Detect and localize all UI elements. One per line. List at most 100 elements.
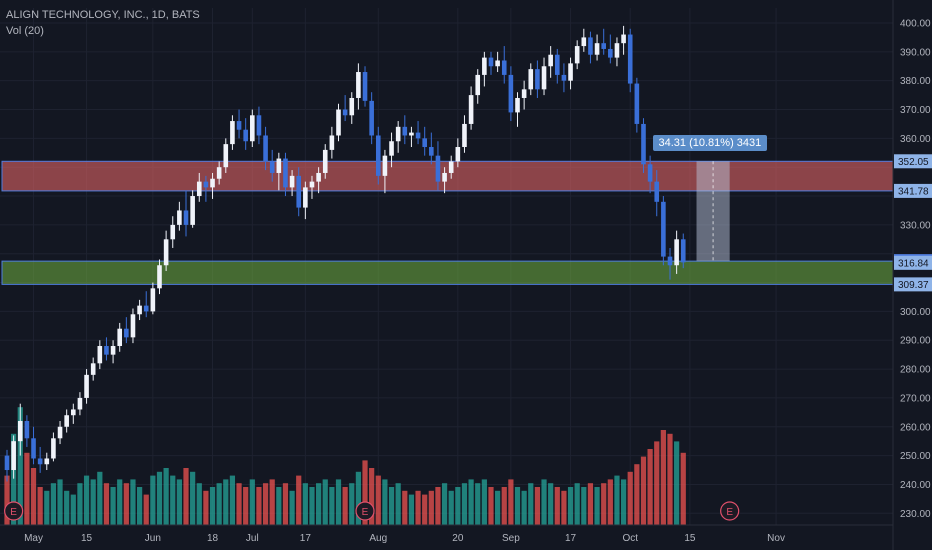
candle-body[interactable]: [24, 420, 30, 439]
candle-body[interactable]: [51, 438, 56, 459]
candle-body[interactable]: [501, 60, 507, 75]
candle-body[interactable]: [44, 458, 50, 465]
candle-body[interactable]: [250, 115, 255, 142]
candle-body[interactable]: [104, 346, 109, 355]
candle-body[interactable]: [150, 288, 156, 312]
candle-body[interactable]: [495, 60, 500, 67]
candle-body[interactable]: [402, 126, 408, 136]
candle-body[interactable]: [236, 121, 242, 130]
candle-body[interactable]: [608, 48, 613, 58]
candle-body[interactable]: [336, 109, 341, 136]
candle-body[interactable]: [243, 129, 248, 142]
candle-body[interactable]: [475, 74, 481, 96]
candle-body[interactable]: [680, 239, 686, 263]
candle-body[interactable]: [588, 37, 593, 55]
candle-body[interactable]: [223, 144, 229, 168]
candle-body[interactable]: [422, 138, 427, 148]
candle-body[interactable]: [349, 97, 355, 116]
candle-body[interactable]: [143, 305, 149, 312]
candle-body[interactable]: [157, 265, 162, 289]
candle-body[interactable]: [415, 132, 421, 139]
candle-body[interactable]: [462, 123, 467, 148]
candle-body[interactable]: [269, 161, 275, 173]
candle-body[interactable]: [521, 89, 527, 98]
candle-body[interactable]: [37, 458, 43, 465]
candle-body[interactable]: [216, 167, 222, 179]
candle-body[interactable]: [641, 123, 646, 165]
candle-body[interactable]: [309, 181, 315, 188]
earnings-marker[interactable]: [720, 501, 740, 521]
candle-body[interactable]: [342, 109, 348, 116]
candle-body[interactable]: [289, 175, 295, 188]
candle-body[interactable]: [124, 328, 129, 338]
candle-body[interactable]: [667, 256, 673, 266]
candle-body[interactable]: [329, 135, 335, 150]
candle-body[interactable]: [382, 155, 388, 176]
candle-body[interactable]: [601, 43, 606, 49]
candle-body[interactable]: [574, 46, 580, 64]
candle-body[interactable]: [661, 201, 666, 257]
candle-body[interactable]: [528, 69, 534, 90]
candle-body[interactable]: [369, 100, 374, 136]
candle-body[interactable]: [488, 57, 494, 67]
candle-body[interactable]: [177, 210, 182, 225]
candle-body[interactable]: [117, 328, 123, 347]
candle-body[interactable]: [130, 314, 136, 338]
candle-body[interactable]: [64, 415, 69, 427]
candle-body[interactable]: [442, 172, 447, 182]
candle-body[interactable]: [409, 132, 414, 136]
earnings-marker[interactable]: [355, 501, 375, 521]
candle-body[interactable]: [535, 69, 540, 90]
support-zone[interactable]: [1, 260, 894, 285]
candle-body[interactable]: [435, 155, 441, 182]
candle-body[interactable]: [84, 374, 89, 398]
candle-body[interactable]: [11, 441, 16, 471]
candle-body[interactable]: [196, 181, 202, 197]
candle-body[interactable]: [17, 420, 23, 442]
candle-body[interactable]: [296, 175, 302, 208]
candle-body[interactable]: [554, 54, 560, 75]
candle-body[interactable]: [322, 149, 328, 173]
candle-body[interactable]: [429, 147, 434, 156]
candle-body[interactable]: [276, 158, 282, 173]
candle-body[interactable]: [541, 66, 547, 90]
candle-body[interactable]: [90, 363, 96, 375]
candle-body[interactable]: [395, 126, 401, 142]
candle-body[interactable]: [110, 346, 116, 355]
candle-body[interactable]: [163, 239, 169, 266]
candle-body[interactable]: [203, 181, 209, 188]
candle-body[interactable]: [210, 178, 215, 188]
candle-body[interactable]: [515, 97, 520, 113]
candle-body[interactable]: [316, 172, 321, 182]
candle-body[interactable]: [31, 438, 36, 459]
candle-body[interactable]: [77, 397, 83, 410]
candle-body[interactable]: [283, 158, 288, 188]
candle-body[interactable]: [71, 409, 76, 416]
resistance-zone[interactable]: [1, 160, 894, 192]
candle-body[interactable]: [468, 95, 474, 124]
candle-body[interactable]: [389, 141, 394, 156]
candle-body[interactable]: [568, 63, 573, 81]
candle-body[interactable]: [614, 43, 620, 58]
candle-body[interactable]: [647, 164, 653, 182]
earnings-marker[interactable]: [4, 501, 24, 521]
candle-body[interactable]: [97, 346, 103, 364]
candle-body[interactable]: [508, 74, 514, 113]
candle-body[interactable]: [594, 43, 600, 55]
candle-body[interactable]: [263, 135, 268, 162]
candle-body[interactable]: [654, 181, 660, 202]
candle-body[interactable]: [170, 224, 176, 240]
candle-body[interactable]: [548, 54, 553, 67]
candle-body[interactable]: [137, 305, 142, 315]
candle-body[interactable]: [674, 239, 679, 266]
candle-body[interactable]: [303, 187, 308, 208]
candle-body[interactable]: [4, 455, 10, 471]
candle-body[interactable]: [57, 426, 63, 439]
candle-body[interactable]: [356, 72, 361, 98]
candle-body[interactable]: [627, 34, 633, 84]
candle-body[interactable]: [362, 72, 368, 101]
candle-body[interactable]: [190, 196, 195, 225]
candle-body[interactable]: [581, 37, 587, 47]
candle-body[interactable]: [621, 34, 626, 44]
